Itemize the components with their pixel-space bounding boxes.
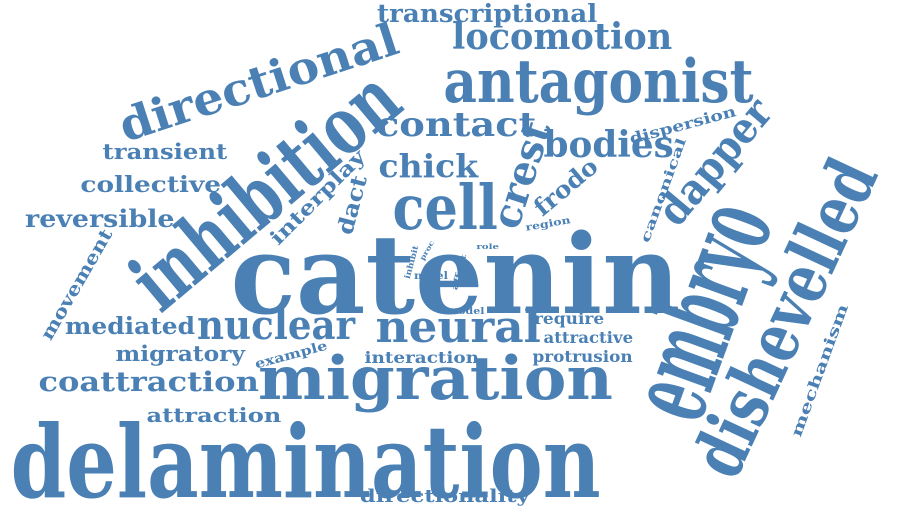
word-migration: migration [257,344,613,414]
word-transient: transient [102,138,228,164]
word-novel: novel [414,271,448,282]
word-model: model [446,306,484,317]
word-catenin: catenin [230,210,680,339]
word-cell: cell [392,171,498,244]
word-attractive: attractive [543,328,633,347]
word-coattraction: coattraction [37,366,259,398]
word-contact: contact [375,105,537,145]
word-chick: chick [378,147,478,185]
word-mediated: mediated [65,312,196,340]
word-reversible: reversible [25,204,175,233]
word-collective: collective [79,172,221,198]
word-neural: neural [375,302,541,353]
word-nuclear: nuclear [197,302,356,349]
word-antagonist: antagonist [442,47,754,117]
word-require: require [533,309,605,328]
word-directionality: directionality [360,486,530,507]
word-protrusion: protrusion [531,347,633,366]
word-interaction: interaction [364,348,480,367]
word-migratory: migratory [115,340,245,366]
word-role: role [475,241,499,251]
word-transcriptional: transcriptional [376,0,598,28]
word-attraction: attraction [146,403,282,427]
word-delamination: delamination [10,403,601,517]
word-locomotion: locomotion [452,16,673,58]
word-bodies: bodies [543,124,674,166]
